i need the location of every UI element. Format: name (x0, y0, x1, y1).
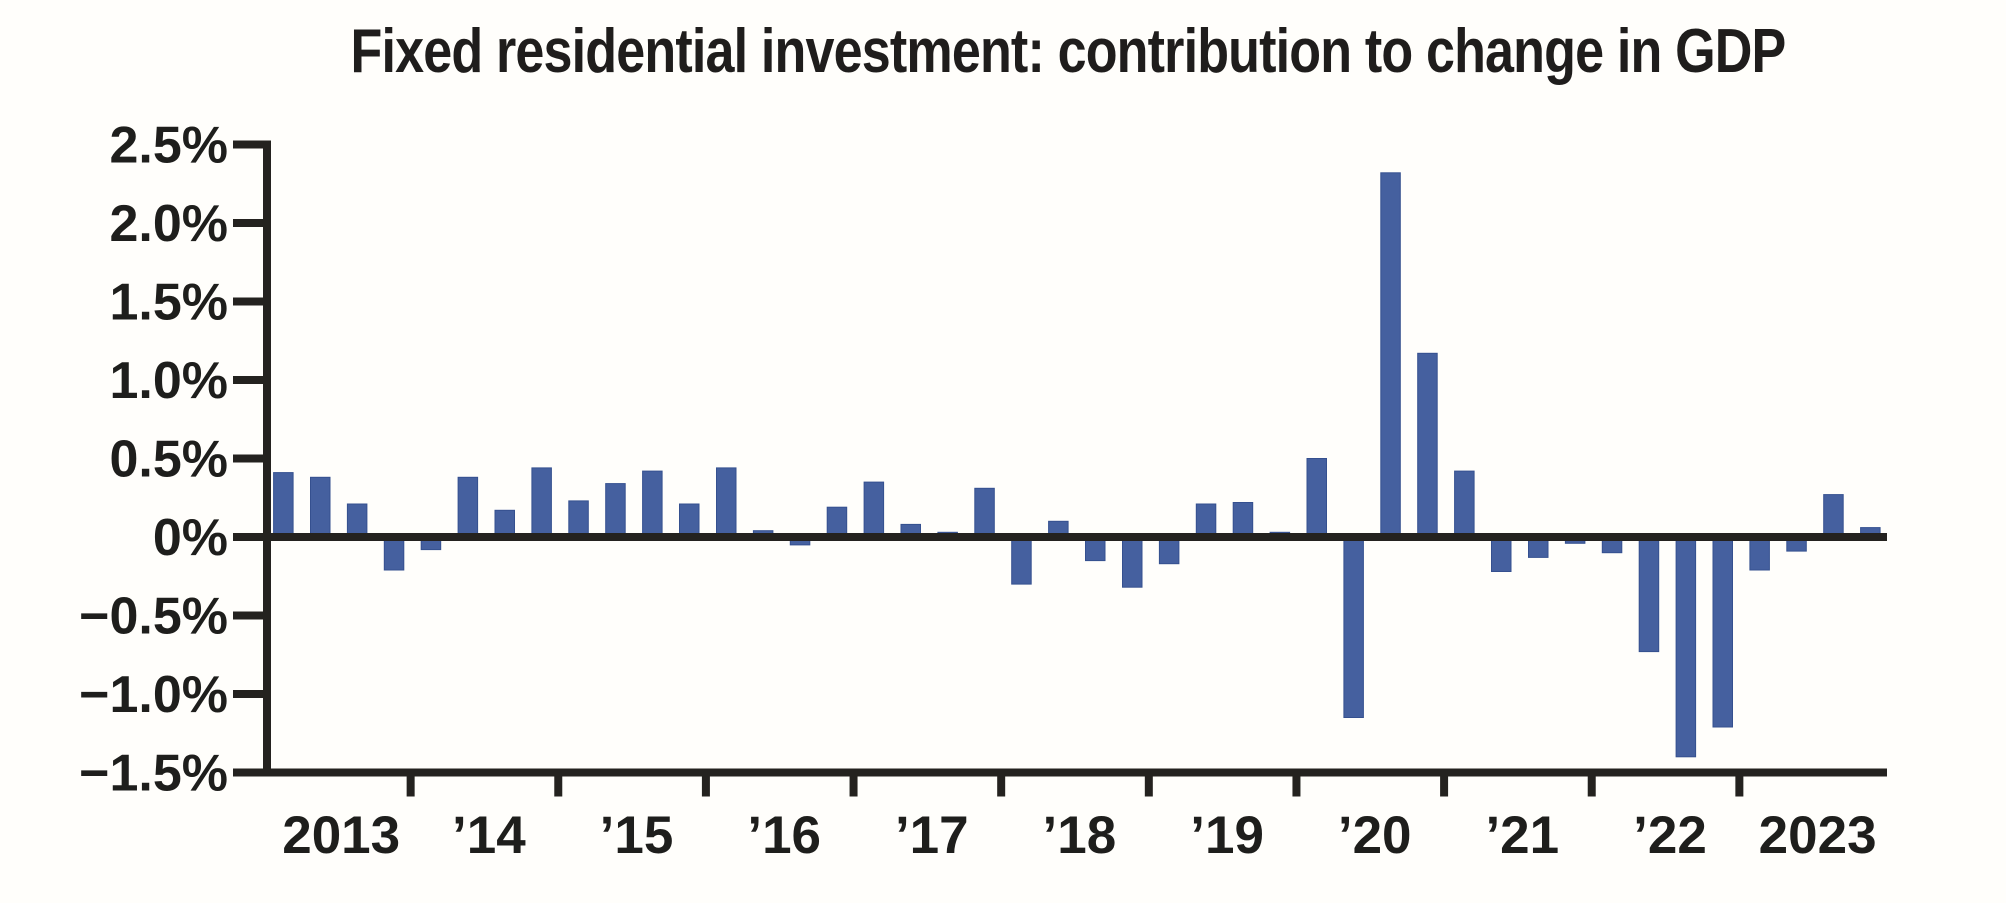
y-tick-label: 1.0% (109, 352, 228, 410)
x-axis-tick (1735, 772, 1744, 797)
x-year-label: ’16 (747, 806, 821, 865)
x-year-label: ’14 (452, 806, 526, 865)
x-year-label: 2013 (282, 806, 400, 865)
x-year-label: ’22 (1633, 806, 1707, 865)
bar-2022-Q2 (1638, 536, 1660, 653)
x-axis-tick (406, 772, 415, 797)
y-tick-label: 2.0% (109, 195, 228, 253)
x-axis-tick (1292, 772, 1301, 797)
y-tick-label: −1.0% (79, 666, 228, 724)
x-year-label: ’18 (1043, 806, 1117, 865)
bar-2017-Q1 (863, 481, 885, 538)
x-axis-tick (701, 772, 710, 797)
bar-2015-Q3 (642, 470, 663, 538)
bar-2019-Q1 (1158, 536, 1180, 565)
bar-2018-Q4 (1122, 536, 1143, 588)
bar-2021-Q2 (1491, 536, 1512, 572)
x-year-label: ’15 (600, 806, 674, 865)
bar-2022-Q3 (1675, 536, 1697, 758)
x-axis-line (263, 768, 1887, 777)
zero-line (263, 533, 1887, 541)
x-year-label: ’17 (895, 806, 969, 865)
bar-2022-Q4 (1712, 536, 1733, 728)
bar-2013-Q3 (346, 503, 368, 538)
y-tick-label: 0.5% (109, 431, 228, 489)
bar-2018-Q1 (1011, 536, 1032, 585)
bar-2014-Q2 (457, 476, 479, 538)
chart-title: Fixed residential investment: contributi… (350, 17, 1787, 86)
y-tick-label: −1.5% (79, 745, 228, 803)
bar-2020-Q1 (1306, 458, 1327, 538)
bar-2015-Q1 (568, 500, 589, 538)
y-axis-line (263, 140, 271, 777)
bar-2021-Q1 (1454, 470, 1475, 538)
bar-2014-Q4 (531, 467, 552, 538)
x-axis-tick (997, 772, 1006, 797)
bar-2019-Q2 (1195, 503, 1217, 538)
y-tick-label: 0% (153, 509, 228, 567)
y-axis-tick (233, 768, 263, 777)
y-axis-tick (233, 611, 263, 620)
bar-2020-Q4 (1417, 352, 1438, 538)
y-axis-tick (233, 533, 263, 541)
bar-2013-Q1 (273, 472, 294, 538)
bar-2020-Q3 (1380, 172, 1401, 538)
bar-2020-Q2 (1343, 536, 1364, 718)
x-axis-tick (1144, 772, 1153, 797)
x-year-label: ’19 (1190, 806, 1264, 865)
x-axis-tick (554, 772, 563, 797)
y-axis-tick (233, 140, 263, 149)
x-year-label: ’21 (1485, 806, 1559, 865)
bar-2016-Q4 (826, 506, 848, 538)
y-tick-label: 1.5% (109, 274, 228, 332)
bar-2023-Q3 (1823, 494, 1844, 538)
x-year-label: ’20 (1338, 806, 1412, 865)
x-axis-tick (849, 772, 858, 797)
bar-2014-Q3 (494, 509, 515, 538)
x-year-label: 2023 (1759, 806, 1877, 865)
bar-2015-Q4 (679, 503, 700, 538)
bar-2013-Q2 (310, 476, 331, 538)
bar-2013-Q4 (383, 536, 405, 571)
y-axis-tick (233, 376, 263, 384)
bar-2019-Q3 (1232, 502, 1254, 538)
bar-2017-Q4 (974, 487, 995, 538)
x-axis-tick (1440, 772, 1449, 797)
bar-2023-Q1 (1749, 536, 1770, 571)
y-tick-label: 2.5% (109, 117, 228, 175)
bar-2016-Q1 (716, 467, 737, 538)
y-tick-label: −0.5% (79, 588, 228, 646)
y-axis-tick (233, 690, 263, 698)
y-axis-tick (233, 454, 263, 463)
y-axis-tick (233, 297, 263, 306)
bar-2015-Q2 (605, 483, 626, 538)
y-axis-tick (233, 219, 263, 227)
x-axis-tick (1587, 772, 1596, 797)
